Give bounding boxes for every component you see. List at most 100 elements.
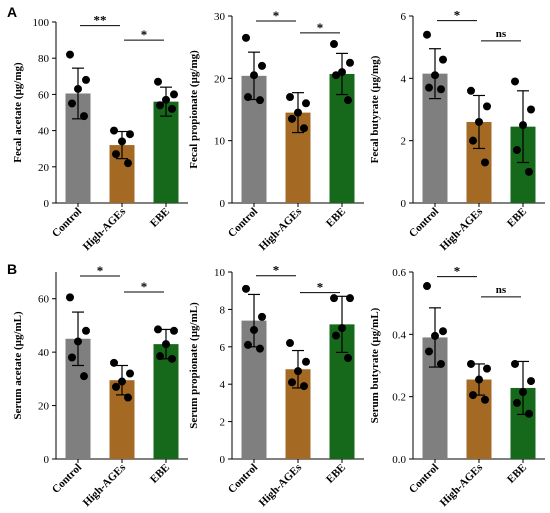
y-tick-label: 60	[38, 89, 50, 101]
significance-label: *	[97, 263, 104, 278]
data-point	[525, 167, 533, 176]
data-point	[156, 352, 164, 361]
data-point	[80, 372, 88, 381]
data-point	[423, 282, 431, 291]
chart-1: 0 20 40 60 80 100 Fecal acetate (µg/mg) Control…	[12, 13, 188, 253]
y-tick-label: 4	[220, 379, 226, 391]
data-point	[302, 357, 310, 366]
data-point	[170, 326, 178, 335]
data-point	[527, 377, 535, 386]
y-tick-label: 0.0	[392, 454, 406, 466]
x-tick-label-control: Control	[226, 206, 260, 240]
data-point	[66, 50, 74, 59]
data-point	[82, 326, 90, 335]
y-tick-label: 2	[401, 136, 407, 148]
bar-ebe	[153, 101, 179, 203]
data-point	[110, 126, 118, 135]
data-point	[66, 293, 74, 302]
data-point	[483, 364, 491, 373]
data-point	[82, 75, 90, 84]
x-tick-label-control: Control	[407, 462, 441, 496]
data-point	[286, 339, 294, 348]
y-tick-label: 0	[220, 198, 226, 210]
data-point	[425, 83, 433, 92]
significance-label: ns	[496, 28, 507, 40]
data-point	[258, 312, 266, 321]
x-tick-label-high-ages: High-AGEs	[438, 205, 486, 253]
data-point	[288, 378, 296, 387]
data-point	[118, 377, 126, 386]
data-point	[256, 96, 264, 105]
data-point	[74, 84, 82, 93]
data-point	[425, 347, 433, 356]
data-point	[168, 104, 176, 113]
data-point	[330, 40, 338, 49]
bar-ebe	[153, 344, 179, 459]
y-tick-label: 4	[401, 73, 407, 85]
panel-label-b: B	[7, 261, 18, 277]
data-point	[250, 71, 258, 80]
y-tick-label: 10	[214, 136, 226, 148]
data-point	[168, 354, 176, 363]
data-point	[294, 367, 302, 376]
y-tick-label: 6	[401, 11, 407, 23]
data-point	[294, 108, 302, 117]
data-point	[469, 136, 477, 145]
data-point	[475, 375, 483, 384]
panel-label-a: A	[7, 4, 18, 20]
data-point	[170, 90, 178, 99]
data-point	[332, 71, 340, 80]
x-tick-label-ebe: EBE	[148, 462, 172, 486]
data-point	[519, 387, 527, 396]
y-tick-label: 40	[38, 126, 50, 138]
data-point	[475, 117, 483, 126]
significance-label: *	[317, 280, 324, 295]
data-point	[511, 77, 519, 86]
data-point	[118, 137, 126, 146]
data-point	[437, 85, 445, 94]
data-point	[513, 398, 521, 407]
chart-4: 0 20 40 60 Serum acetate (µg/mL) ControlHigh-…	[12, 263, 188, 509]
x-tick-label-control: Control	[50, 462, 84, 496]
data-point	[80, 112, 88, 121]
y-tick-label: 0.2	[392, 392, 406, 404]
data-point	[467, 359, 475, 368]
data-point	[244, 340, 252, 349]
data-point	[338, 68, 346, 77]
y-tick-label: 10	[214, 267, 226, 279]
data-point	[126, 130, 134, 139]
x-tick-label-high-ages: High-AGEs	[257, 205, 305, 253]
y-tick-label: 0	[220, 454, 226, 466]
chart-3: 0 2 4 6 Fecal butyrate (µg/mg) ControlHigh-AG…	[369, 8, 545, 253]
data-point	[256, 344, 264, 353]
x-tick-label-high-ages: High-AGEs	[257, 461, 305, 509]
y-axis-title: Serum propionate (µg/mL)	[188, 302, 200, 429]
data-point	[162, 95, 170, 104]
data-point	[525, 409, 533, 418]
chart-5: 0 2 4 6 8 10 Serum propionate (µg/mL) ControlHi…	[188, 263, 364, 509]
x-tick-label-ebe: EBE	[324, 462, 348, 486]
significance-label: *	[141, 27, 148, 42]
data-point	[511, 359, 519, 368]
y-axis-title: Fecal propionate (µg/mg)	[188, 50, 200, 169]
data-point	[110, 358, 118, 367]
y-tick-label: 100	[33, 17, 50, 29]
data-point	[112, 382, 120, 391]
chart-6: 0.0 0.2 0.4 0.6 Serum butyrate (µg/mL) Contro…	[369, 264, 545, 509]
y-axis-title: Serum acetate (µg/mL)	[12, 311, 24, 420]
data-point	[302, 99, 310, 108]
data-point	[286, 93, 294, 102]
data-point	[258, 61, 266, 70]
x-tick-label-control: Control	[226, 462, 260, 496]
y-tick-label: 30	[214, 11, 226, 23]
data-point	[300, 382, 308, 391]
data-point	[431, 331, 439, 340]
y-tick-label: 8	[220, 304, 226, 316]
data-point	[288, 114, 296, 123]
data-point	[527, 105, 535, 114]
y-tick-label: 0	[44, 454, 50, 466]
data-point	[332, 331, 340, 340]
x-tick-label-control: Control	[50, 206, 84, 240]
y-tick-label: 60	[38, 294, 50, 306]
